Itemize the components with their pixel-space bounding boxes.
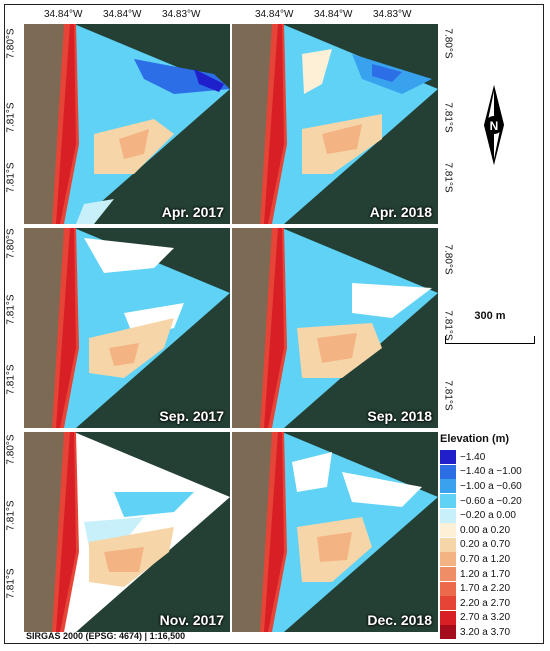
legend-swatch	[440, 596, 456, 611]
legend-swatch	[440, 523, 456, 538]
scale-bar: 300 m	[440, 310, 540, 350]
lon-label: 34.84°W	[44, 9, 83, 20]
lat-label: 7.80°S	[5, 228, 17, 259]
legend-item: −1.40	[440, 450, 544, 465]
elevation-map	[232, 24, 438, 224]
figure-frame	[4, 4, 544, 644]
elevation-map	[24, 432, 230, 632]
legend-label: 2.70 a 3.20	[460, 612, 511, 624]
panel-date-label: Apr. 2017	[161, 204, 224, 220]
legend-item: 2.70 a 3.20	[440, 610, 544, 626]
panel-date-label: Sep. 2017	[159, 408, 224, 424]
legend-item: 1.20 a 1.70	[440, 567, 544, 582]
legend-label: −1.40 a −1.00	[460, 466, 522, 478]
legend-item: 2.20 a 2.70	[440, 596, 544, 611]
legend-item: 3.20 a 3.70	[440, 625, 544, 640]
legend-item: −1.00 a −0.60	[440, 479, 544, 494]
legend-swatch	[440, 625, 456, 640]
legend-label: −0.60 a −0.20	[460, 495, 522, 507]
elevation-map	[24, 24, 230, 224]
map-panel: Sep. 2018	[232, 228, 438, 428]
lat-label: 7.81°S	[442, 102, 454, 133]
panel-date-label: Apr. 2018	[369, 204, 432, 220]
elevation-legend: Elevation (m) −1.40 −1.40 a −1.00 −1.00 a …	[440, 433, 544, 640]
legend-label: 3.20 a 3.70	[460, 626, 511, 638]
legend-label: 2.20 a 2.70	[460, 597, 511, 609]
map-panel: Apr. 2017	[24, 24, 230, 224]
legend-label: −0.20 a 0.00	[460, 510, 516, 522]
footer-projection: SIRGAS 2000 (EPSG: 4674) | 1:16,500	[26, 631, 186, 641]
legend-swatch	[440, 581, 456, 596]
legend-swatch	[440, 552, 456, 567]
lon-label: 34.83°W	[162, 9, 201, 20]
legend-swatch	[440, 494, 456, 509]
lat-label: 7.81°S	[5, 102, 17, 133]
scale-label: 300 m	[474, 310, 506, 322]
north-arrow-icon: N	[484, 85, 504, 165]
legend-item: 0.70 a 1.20	[440, 552, 544, 567]
lat-label: 7.80°S	[5, 28, 17, 59]
lat-label: 7.81°S	[442, 380, 454, 411]
panel-date-label: Dec. 2018	[367, 612, 432, 628]
scale-line	[445, 336, 535, 344]
legend-label: 1.70 a 2.20	[460, 583, 511, 595]
lat-label: 7.81°S	[5, 500, 17, 531]
legend-item: 0.00 a 0.20	[440, 523, 544, 538]
lon-label: 34.84°W	[103, 9, 142, 20]
legend-swatch	[440, 537, 456, 552]
lat-label: 7.80°S	[5, 434, 17, 465]
legend-item: −0.20 a 0.00	[440, 508, 544, 523]
legend-swatch	[440, 450, 456, 465]
lat-label: 7.81°S	[5, 294, 17, 325]
legend-label: −1.40	[460, 451, 486, 463]
map-panel: Dec. 2018	[232, 432, 438, 632]
legend-label: 1.20 a 1.70	[460, 568, 511, 580]
legend-item: 1.70 a 2.20	[440, 581, 544, 596]
map-panel: Nov. 2017	[24, 432, 230, 632]
lon-label: 34.84°W	[314, 9, 353, 20]
legend-swatch	[440, 567, 456, 582]
panel-date-label: Nov. 2017	[159, 612, 224, 628]
lat-label: 7.81°S	[5, 162, 17, 193]
north-letter: N	[490, 119, 499, 133]
legend-item: −0.60 a −0.20	[440, 494, 544, 509]
lon-label: 34.84°W	[255, 9, 294, 20]
legend-label: 0.00 a 0.20	[460, 524, 511, 536]
legend-label: −1.00 a −0.60	[460, 480, 522, 492]
elevation-map	[232, 228, 438, 428]
north-arrow: N	[476, 85, 512, 165]
panel-date-label: Sep. 2018	[367, 408, 432, 424]
elevation-map	[232, 432, 438, 632]
legend-item: 0.20 a 0.70	[440, 537, 544, 553]
legend-swatch	[440, 610, 456, 625]
legend-swatch	[440, 479, 456, 494]
lat-label: 7.80°S	[442, 28, 454, 59]
map-panel: Apr. 2018	[232, 24, 438, 224]
legend-title: Elevation (m)	[440, 433, 510, 445]
lat-label: 7.81°S	[442, 162, 454, 193]
lon-label: 34.83°W	[373, 9, 412, 20]
lat-label: 7.81°S	[5, 364, 17, 395]
map-panel: Sep. 2017	[24, 228, 230, 428]
legend-swatch	[440, 508, 456, 523]
legend-label: 0.20 a 0.70	[460, 539, 511, 551]
elevation-map	[24, 228, 230, 428]
lat-label: 7.81°S	[5, 568, 17, 599]
lat-label: 7.80°S	[442, 244, 454, 275]
legend-label: 0.70 a 1.20	[460, 553, 511, 565]
legend-item: −1.40 a −1.00	[440, 464, 544, 480]
legend-swatch	[440, 464, 456, 479]
